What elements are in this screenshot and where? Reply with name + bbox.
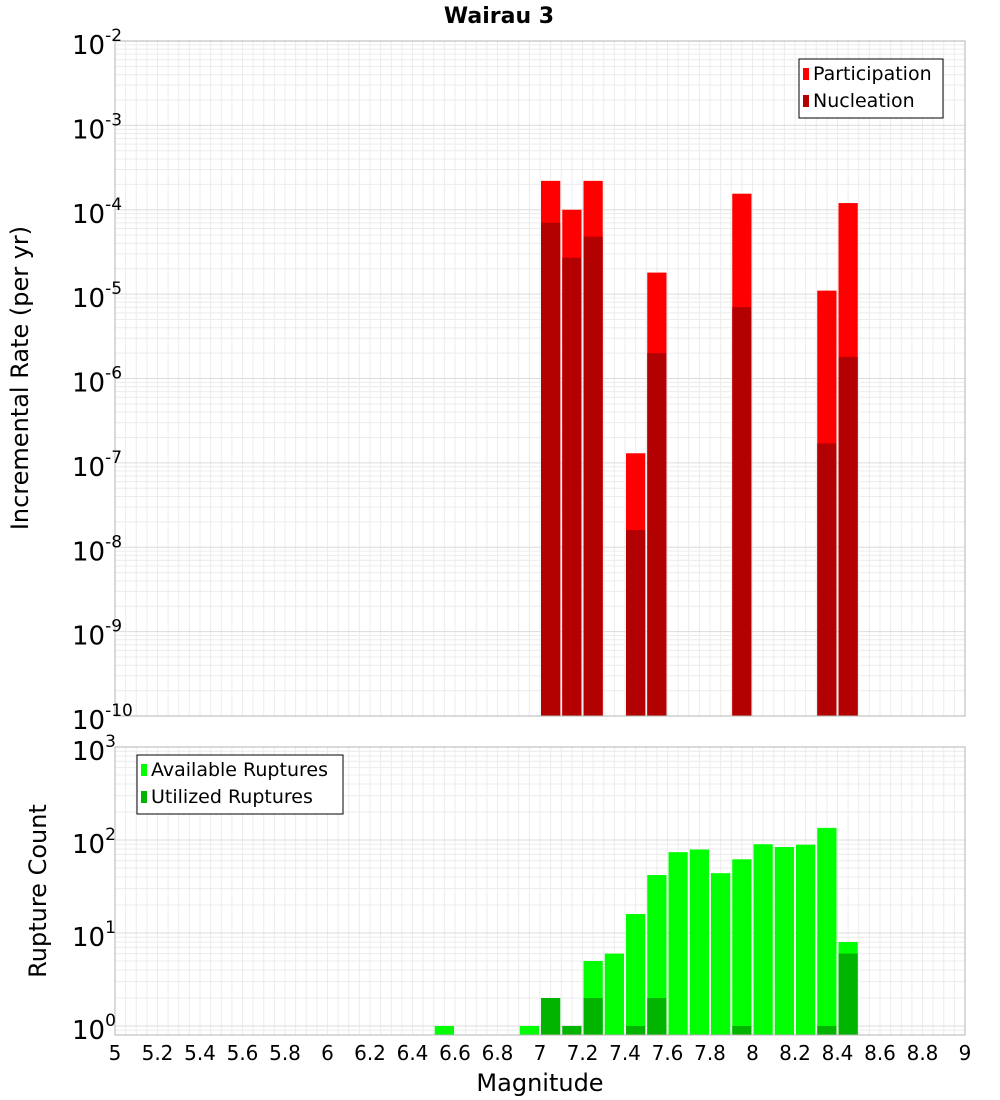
y-tick-label: 103 xyxy=(72,732,116,767)
count-panel: 100 101 102 103 Rupture Count Available Ruptu… xyxy=(24,732,966,1046)
bar xyxy=(838,356,858,716)
x-tick-label: 7 xyxy=(534,1041,547,1065)
y-tick-label: 10-3 xyxy=(72,110,122,145)
y-tick-label: 100 xyxy=(72,1011,116,1046)
bar xyxy=(689,849,709,1035)
bar xyxy=(647,353,667,716)
x-tick-label: 8 xyxy=(746,1041,759,1065)
rate-panel: 10-10 10-9 10-8 10-7 10-6 10-5 10-4 10-3 10-2 Inc… xyxy=(6,26,966,736)
x-tick-label: 6.8 xyxy=(482,1041,514,1065)
bar xyxy=(626,530,646,716)
legend-swatch xyxy=(141,791,147,803)
bar xyxy=(774,847,794,1035)
bar xyxy=(838,953,858,1035)
legend-swatch xyxy=(803,68,809,80)
bar xyxy=(732,859,752,1035)
y-tick-label: 10-7 xyxy=(72,448,122,483)
series-utilized-ruptures xyxy=(541,953,858,1035)
bar xyxy=(583,997,603,1035)
bar xyxy=(647,875,667,1035)
bar xyxy=(626,1025,646,1035)
bar xyxy=(647,997,667,1035)
y-tick-label: 10-6 xyxy=(72,364,122,399)
bar xyxy=(541,997,561,1035)
bar xyxy=(541,222,561,716)
bar xyxy=(434,1025,454,1035)
bar xyxy=(562,257,582,716)
bar xyxy=(753,844,773,1035)
x-tick-label: 6 xyxy=(321,1041,334,1065)
x-tick-label: 8.4 xyxy=(822,1041,854,1065)
x-tick-label: 6.4 xyxy=(397,1041,429,1065)
bar xyxy=(817,443,837,716)
chart-title: Wairau 3 xyxy=(444,4,554,29)
x-tick-label: 6.2 xyxy=(354,1041,386,1065)
bar xyxy=(604,953,624,1035)
bar xyxy=(711,873,731,1035)
x-tick-label: 7.4 xyxy=(609,1041,641,1065)
x-tick-label: 5.8 xyxy=(269,1041,301,1065)
bar xyxy=(519,1025,539,1035)
x-tick-label: 7.2 xyxy=(567,1041,599,1065)
series-nucleation xyxy=(541,222,858,716)
x-tick-label: 8.2 xyxy=(779,1041,811,1065)
y-tick-label: 10-5 xyxy=(72,279,122,314)
bar xyxy=(817,1025,837,1035)
bar xyxy=(796,844,816,1035)
legend-label: Participation xyxy=(813,63,932,85)
legend-label: Available Ruptures xyxy=(151,759,328,781)
x-tick-label: 9 xyxy=(959,1041,972,1065)
y-tick-label: 10-2 xyxy=(72,26,122,61)
bar xyxy=(626,914,646,1035)
plot-frame xyxy=(114,746,966,1036)
bar xyxy=(562,1025,582,1035)
x-tick-label: 5.2 xyxy=(142,1041,174,1065)
x-axis-ticks: 5 5.2 5.4 5.6 5.8 6 6.2 6.4 6.6 6.8 7 7.2 7.4 7.6 7.8 8… xyxy=(109,1041,972,1065)
y-tick-label: 101 xyxy=(72,918,116,953)
legend: Participation Nucleation xyxy=(798,58,944,119)
x-tick-label: 5 xyxy=(109,1041,122,1065)
bar xyxy=(668,852,688,1035)
bar xyxy=(732,1025,752,1035)
x-tick-label: 8.8 xyxy=(907,1041,939,1065)
x-tick-label: 7.6 xyxy=(652,1041,684,1065)
plot-frame xyxy=(114,40,966,717)
y-tick-label: 10-4 xyxy=(72,195,122,230)
y-axis-label: Incremental Rate (per yr) xyxy=(6,226,34,530)
x-tick-label: 6.6 xyxy=(439,1041,471,1065)
x-axis-label: Magnitude xyxy=(476,1069,603,1097)
y-axis-label: Rupture Count xyxy=(24,804,52,978)
legend-label: Utilized Ruptures xyxy=(151,786,313,808)
bar xyxy=(732,307,752,716)
x-tick-label: 7.8 xyxy=(694,1041,726,1065)
bar xyxy=(583,236,603,716)
y-tick-label: 10-10 xyxy=(72,701,133,736)
x-tick-label: 8.6 xyxy=(864,1041,896,1065)
legend-swatch xyxy=(141,764,147,776)
y-tick-label: 102 xyxy=(72,825,116,860)
y-tick-label: 10-8 xyxy=(72,532,122,567)
legend-label: Nucleation xyxy=(813,90,915,112)
bar xyxy=(817,827,837,1035)
legend-swatch xyxy=(803,95,809,107)
grid xyxy=(114,41,966,717)
legend: Available Ruptures Utilized Ruptures xyxy=(136,754,344,815)
y-tick-label: 10-9 xyxy=(72,617,122,652)
x-tick-label: 5.6 xyxy=(227,1041,259,1065)
x-tick-label: 5.4 xyxy=(184,1041,216,1065)
